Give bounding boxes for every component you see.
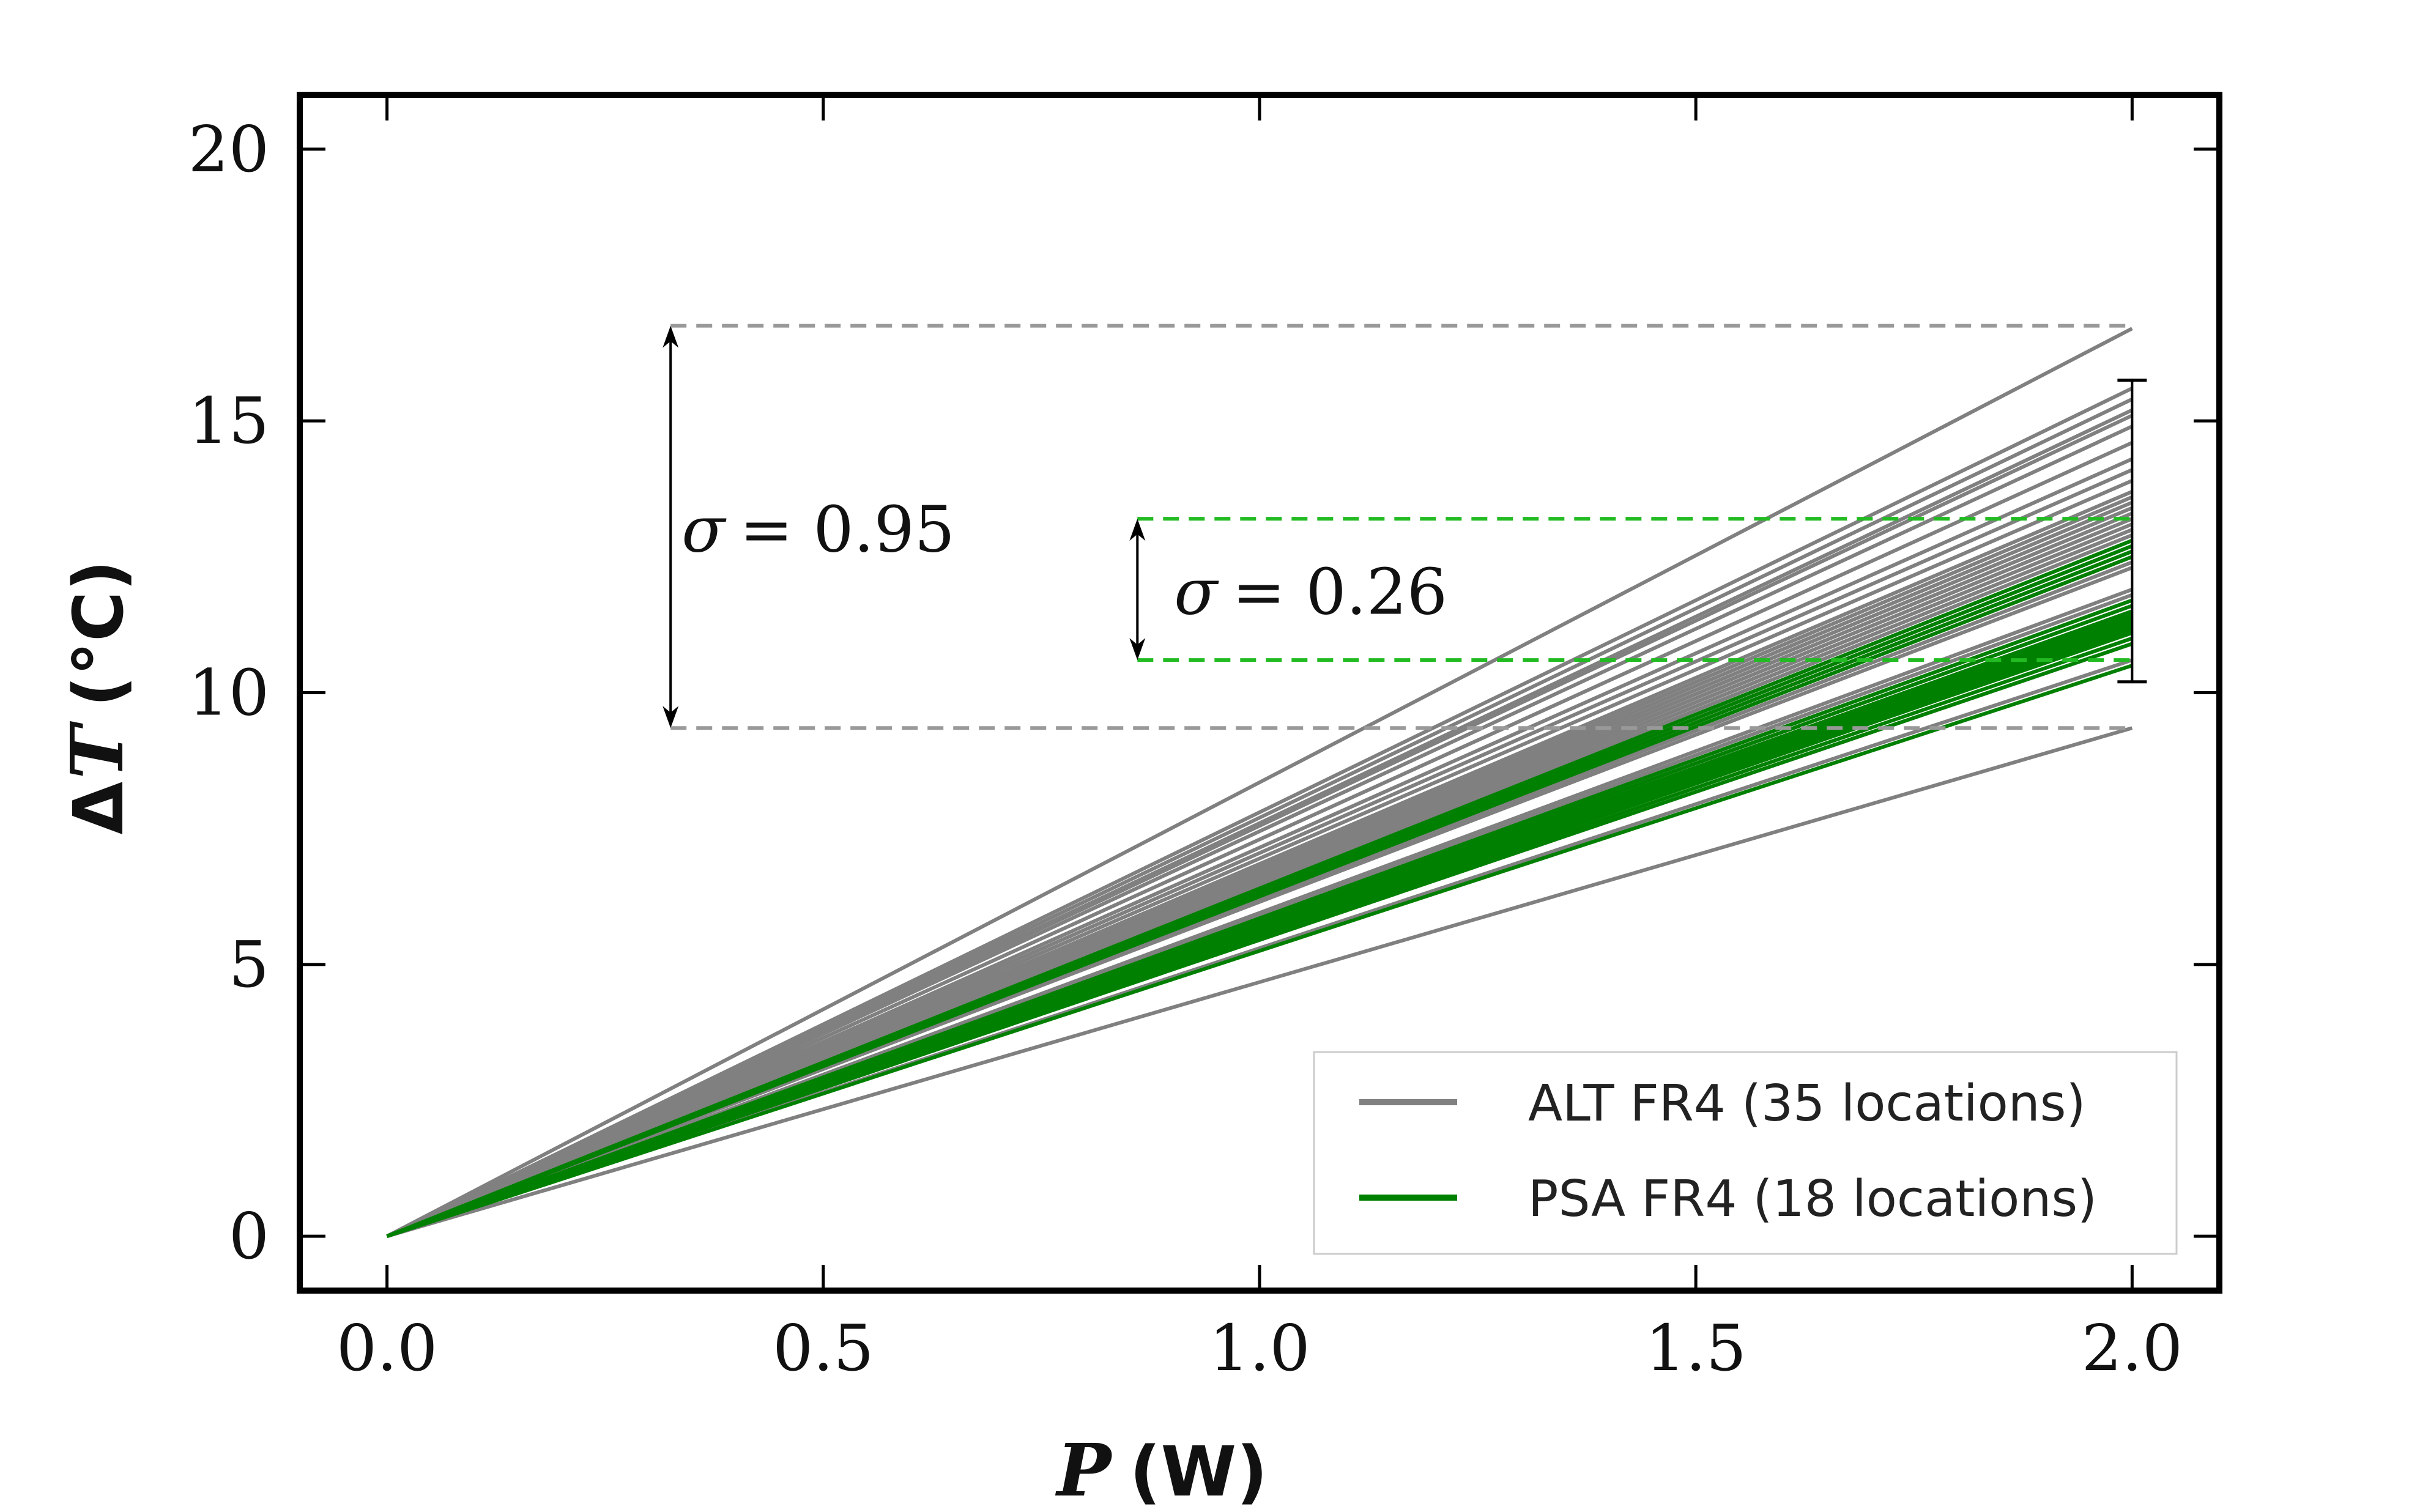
y-tick-label: 0	[229, 1199, 269, 1273]
legend-label-psa: PSA FR4 (18 locations)	[1528, 1170, 2097, 1228]
sigma-psa-label: σ = 0.26	[1174, 555, 1447, 629]
sigma-alt-arrowhead-bottom	[663, 706, 679, 728]
x-tick-label: 0.5	[773, 1311, 874, 1385]
psa-fr4-line-17	[386, 642, 2133, 1238]
x-tick-label: 2.0	[2082, 1311, 2183, 1385]
y-tick-label: 20	[188, 112, 269, 187]
y-axis-unit: (°C)	[59, 560, 139, 707]
legend: ALT FR4 (35 locations) PSA FR4 (18 locat…	[1313, 1051, 2178, 1255]
y-tick-label: 15	[188, 384, 269, 458]
y-tick-label: 5	[229, 927, 269, 1002]
psa-fr4-line-18	[386, 664, 2133, 1238]
sigma-psa-value: = 0.26	[1232, 555, 1447, 629]
y-tick-label: 10	[188, 656, 269, 730]
sigma-psa-symbol: σ	[1174, 555, 1219, 629]
x-tick-label: 1.0	[1209, 1311, 1310, 1385]
y-axis-prefix: Δ	[59, 782, 139, 835]
y-axis-variable: T	[54, 721, 139, 779]
x-tick-label: 1.5	[1645, 1311, 1746, 1385]
x-axis-unit: (W)	[1129, 1432, 1268, 1512]
sigma-psa-arrowhead-top	[1129, 519, 1146, 541]
x-axis-variable: P	[1055, 1428, 1113, 1512]
alt-fr4-line-35	[386, 726, 2133, 1239]
legend-box	[1313, 1051, 2178, 1255]
x-axis-title: P (W)	[1055, 1428, 1268, 1512]
sigma-alt-value: = 0.95	[740, 492, 955, 566]
sigma-alt-symbol: σ	[681, 492, 727, 566]
sigma-alt-arrowhead-top	[663, 325, 679, 348]
y-axis-title: Δ T (°C)	[54, 560, 139, 834]
legend-label-alt: ALT FR4 (35 locations)	[1528, 1075, 2086, 1133]
annotation-layer: σ = 0.95σ = 0.26	[663, 324, 2147, 730]
x-tick-label: 0.0	[336, 1311, 437, 1385]
sigma-alt-label: σ = 0.95	[681, 492, 955, 566]
sigma-psa-arrowhead-bottom	[1129, 638, 1146, 661]
alt-fr4-line-6	[386, 424, 2133, 1238]
alt-fr4-line-7	[386, 440, 2133, 1238]
tick-layer: 0.0 0.5 1.0 1.5 2.0 0 5 10 15 20	[188, 95, 2219, 1385]
psa-fr4-line-4	[386, 555, 2133, 1238]
alt-fr4-line-1	[386, 327, 2133, 1238]
